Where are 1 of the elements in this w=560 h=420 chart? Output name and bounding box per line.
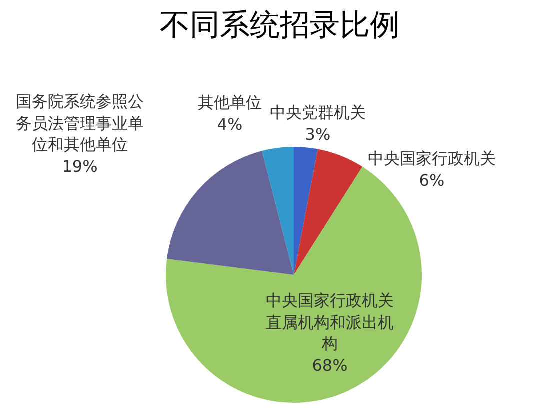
title: 不同系统招录比例 [159, 7, 401, 45]
